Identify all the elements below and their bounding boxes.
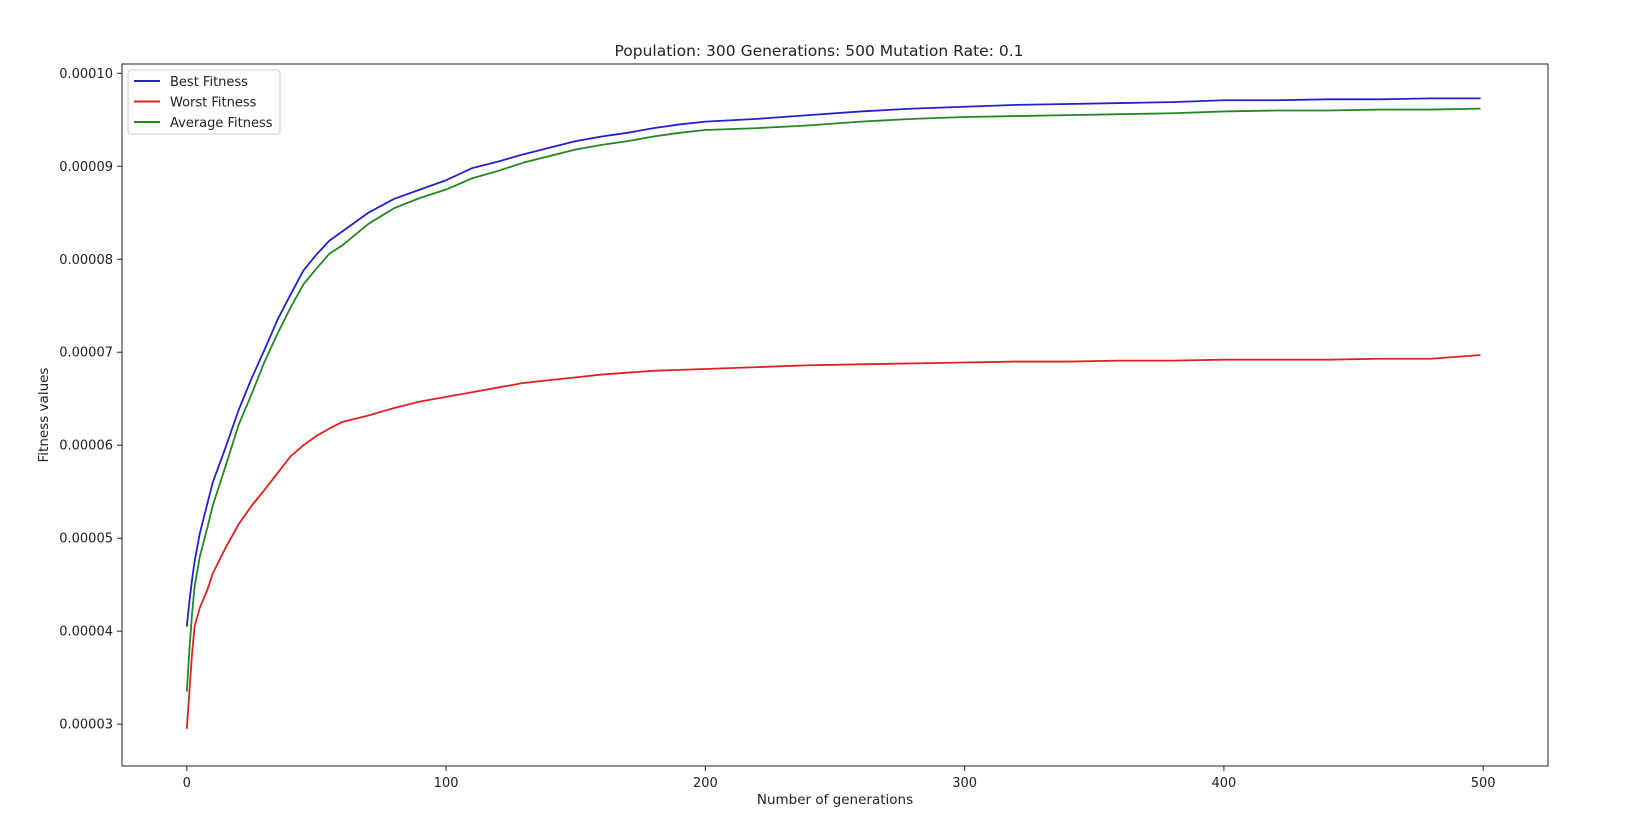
series-worst-fitness	[185, 354, 1481, 729]
series-line-average-fitness	[185, 107, 1481, 692]
legend-label-best-fitness: Best Fitness	[170, 75, 248, 90]
y-axis: 0.00003 0.00004 0.00005 0.00006 0.00007 0.000…	[59, 67, 122, 733]
x-tick-label: 100	[434, 776, 459, 791]
y-tick-label: 0.00004	[59, 625, 113, 640]
series-layer	[185, 97, 1481, 729]
x-tick-label: 200	[693, 776, 718, 791]
y-tick-label: 0.00005	[59, 532, 113, 547]
y-tick-label: 0.00010	[59, 67, 113, 82]
series-line-worst-fitness	[185, 354, 1481, 729]
legend-box	[127, 69, 281, 135]
legend: Best Fitness Worst Fitness Average Fitne…	[127, 69, 281, 135]
x-tick-label: 300	[952, 776, 977, 791]
series-best-fitness	[185, 97, 1481, 627]
y-tick-label: 0.00009	[59, 160, 113, 175]
x-axis: 0 100 200 300 400 500	[183, 766, 1496, 791]
plot-area-frame	[121, 63, 1549, 767]
x-tick-label: 0	[183, 776, 191, 791]
x-axis-label: Number of generations	[757, 792, 913, 808]
y-tick-label: 0.00006	[59, 439, 113, 454]
y-axis-label: Fitness values	[36, 368, 52, 463]
y-tick-label: 0.00008	[59, 253, 113, 268]
series-average-fitness	[185, 107, 1481, 692]
y-tick-label: 0.00007	[59, 346, 113, 361]
y-tick-label: 0.00003	[59, 718, 113, 733]
x-tick-label: 400	[1211, 776, 1236, 791]
chart-title: Population: 300 Generations: 500 Mutatio…	[614, 42, 1023, 60]
legend-label-worst-fitness: Worst Fitness	[170, 96, 257, 111]
series-line-best-fitness	[185, 97, 1481, 627]
legend-label-average-fitness: Average Fitness	[170, 116, 273, 131]
x-tick-label: 500	[1471, 776, 1496, 791]
